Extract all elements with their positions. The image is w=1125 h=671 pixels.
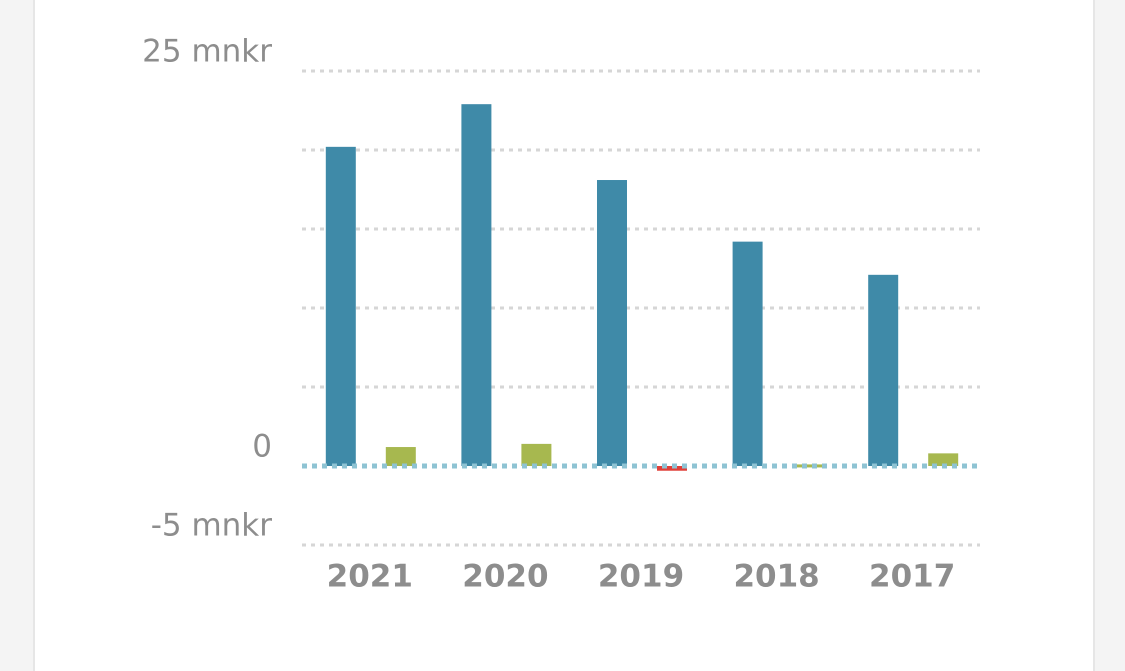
bar <box>928 453 959 466</box>
x-tick-label: 2021 <box>327 559 413 595</box>
bar <box>521 443 552 466</box>
x-tick-label: 2018 <box>733 559 819 595</box>
y-tick-label: 25 mnkr <box>142 34 272 70</box>
bar <box>325 146 356 466</box>
bar <box>461 104 492 467</box>
x-tick-label: 2017 <box>869 559 955 595</box>
x-tick-label: 2020 <box>462 559 548 595</box>
bar <box>792 464 823 468</box>
bar <box>868 274 899 466</box>
y-tick-label: -5 mnkr <box>151 508 273 544</box>
card <box>33 0 1095 671</box>
bar <box>385 447 416 466</box>
bar <box>732 241 763 466</box>
x-tick-label: 2019 <box>598 559 684 595</box>
y-tick-label: 0 <box>252 429 272 465</box>
bar <box>597 180 627 466</box>
